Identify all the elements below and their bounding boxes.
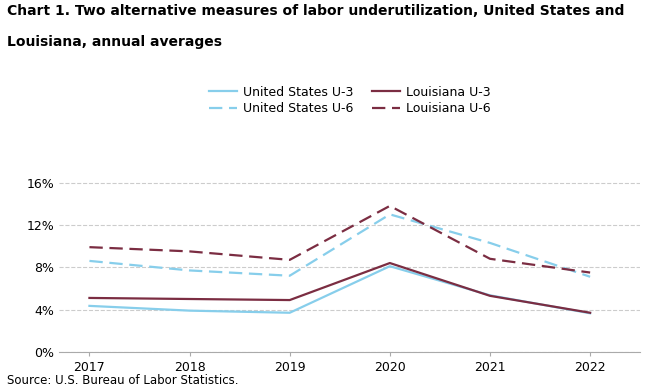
Legend: United States U-3, United States U-6, Louisiana U-3, Louisiana U-6: United States U-3, United States U-6, Lo… bbox=[209, 86, 490, 115]
Text: Louisiana, annual averages: Louisiana, annual averages bbox=[7, 35, 222, 49]
Text: Source: U.S. Bureau of Labor Statistics.: Source: U.S. Bureau of Labor Statistics. bbox=[7, 374, 238, 387]
Text: Chart 1. Two alternative measures of labor underutilization, United States and: Chart 1. Two alternative measures of lab… bbox=[7, 4, 624, 18]
